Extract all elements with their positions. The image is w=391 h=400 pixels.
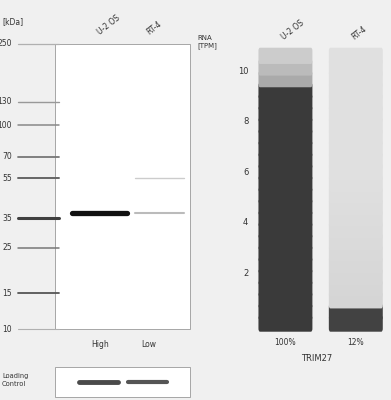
FancyBboxPatch shape [258, 71, 312, 87]
FancyBboxPatch shape [329, 222, 383, 238]
Text: U-2 OS: U-2 OS [96, 14, 122, 37]
Text: 55: 55 [2, 174, 12, 182]
FancyBboxPatch shape [329, 199, 383, 215]
Text: 15: 15 [2, 289, 12, 298]
FancyBboxPatch shape [258, 164, 312, 180]
FancyBboxPatch shape [258, 246, 312, 262]
FancyBboxPatch shape [329, 269, 383, 285]
FancyBboxPatch shape [258, 106, 312, 122]
FancyBboxPatch shape [258, 269, 312, 285]
FancyBboxPatch shape [258, 59, 312, 76]
FancyBboxPatch shape [258, 83, 312, 99]
Text: 10: 10 [238, 66, 248, 76]
Text: RNA
[TPM]: RNA [TPM] [197, 35, 217, 49]
Text: U-2 OS: U-2 OS [280, 18, 306, 41]
Text: [kDa]: [kDa] [2, 18, 23, 26]
Text: 130: 130 [0, 97, 12, 106]
FancyBboxPatch shape [55, 367, 190, 397]
Text: 2: 2 [243, 268, 248, 278]
Text: 12%: 12% [348, 338, 364, 347]
FancyBboxPatch shape [258, 234, 312, 250]
FancyBboxPatch shape [329, 234, 383, 250]
FancyBboxPatch shape [329, 176, 383, 192]
Text: 70: 70 [2, 152, 12, 161]
Text: RT-4: RT-4 [145, 20, 163, 37]
Text: 10: 10 [2, 325, 12, 334]
FancyBboxPatch shape [329, 304, 383, 320]
FancyBboxPatch shape [329, 280, 383, 297]
FancyBboxPatch shape [258, 129, 312, 146]
FancyBboxPatch shape [55, 44, 190, 329]
FancyBboxPatch shape [329, 292, 383, 308]
FancyBboxPatch shape [329, 257, 383, 274]
FancyBboxPatch shape [329, 316, 383, 332]
FancyBboxPatch shape [258, 141, 312, 157]
FancyBboxPatch shape [258, 199, 312, 215]
FancyBboxPatch shape [329, 129, 383, 146]
FancyBboxPatch shape [329, 48, 383, 64]
FancyBboxPatch shape [329, 164, 383, 180]
FancyBboxPatch shape [329, 152, 383, 169]
Text: RT-4: RT-4 [350, 24, 369, 41]
FancyBboxPatch shape [258, 187, 312, 204]
Text: 25: 25 [2, 244, 12, 252]
FancyBboxPatch shape [258, 292, 312, 308]
Text: 4: 4 [243, 218, 248, 227]
FancyBboxPatch shape [258, 222, 312, 238]
FancyBboxPatch shape [258, 152, 312, 169]
Text: 6: 6 [243, 168, 248, 176]
FancyBboxPatch shape [258, 280, 312, 297]
FancyBboxPatch shape [258, 48, 312, 64]
Text: 35: 35 [2, 214, 12, 223]
FancyBboxPatch shape [329, 211, 383, 227]
FancyBboxPatch shape [329, 83, 383, 99]
FancyBboxPatch shape [258, 257, 312, 274]
FancyBboxPatch shape [258, 304, 312, 320]
FancyBboxPatch shape [329, 71, 383, 87]
FancyBboxPatch shape [329, 246, 383, 262]
FancyBboxPatch shape [258, 118, 312, 134]
Text: High: High [91, 340, 109, 349]
FancyBboxPatch shape [329, 141, 383, 157]
Text: 8: 8 [243, 117, 248, 126]
FancyBboxPatch shape [258, 316, 312, 332]
FancyBboxPatch shape [258, 176, 312, 192]
FancyBboxPatch shape [258, 94, 312, 110]
Text: Low: Low [141, 340, 156, 349]
Text: Loading
Control: Loading Control [2, 374, 28, 387]
Text: 100: 100 [0, 120, 12, 130]
FancyBboxPatch shape [329, 187, 383, 204]
FancyBboxPatch shape [258, 211, 312, 227]
FancyBboxPatch shape [329, 59, 383, 76]
FancyBboxPatch shape [329, 106, 383, 122]
Text: 250: 250 [0, 39, 12, 48]
Text: 100%: 100% [274, 338, 296, 347]
Text: TRIM27: TRIM27 [301, 354, 332, 363]
FancyBboxPatch shape [329, 118, 383, 134]
FancyBboxPatch shape [329, 94, 383, 110]
